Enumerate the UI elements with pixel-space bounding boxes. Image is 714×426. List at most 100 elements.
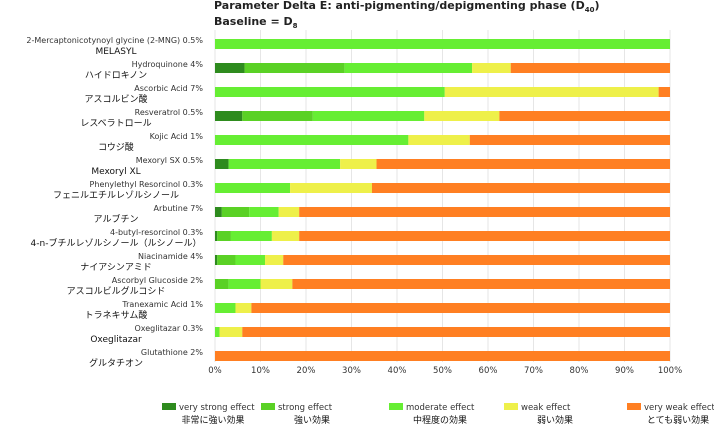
category-label-jp: Mexoryl XL <box>91 167 140 177</box>
bar-segment <box>290 183 372 193</box>
category-label-jp: アスコルビン酸 <box>84 94 147 105</box>
category-label-jp: コウジ酸 <box>98 142 134 153</box>
x-tick-label: 40% <box>388 366 407 376</box>
legend-label-en: weak effect <box>521 403 571 413</box>
category-label-en: Ascorbyl Glucoside 2% <box>112 276 204 285</box>
bar-segment <box>221 207 250 217</box>
legend-swatch <box>261 403 275 410</box>
category-label-jp: アルブチン <box>94 213 139 225</box>
bar-segment <box>215 207 222 217</box>
bar-segment <box>228 159 341 169</box>
bar-segment <box>376 159 670 169</box>
bar-segment <box>469 135 670 145</box>
x-tick-label: 0% <box>208 366 222 376</box>
bar-segment <box>230 231 272 241</box>
category-label-en: Niacinamide 4% <box>138 252 203 261</box>
category-label-jp: Oxeglitazar <box>90 335 142 345</box>
bar-segment <box>215 255 218 265</box>
x-tick-label: 10% <box>251 366 270 376</box>
chart-title-main: Parameter Delta E: anti-pigmenting/depig… <box>214 0 600 15</box>
bar-segment <box>499 111 670 121</box>
bar-segment <box>215 183 291 193</box>
bar-segment <box>215 159 229 169</box>
bar-segment <box>215 279 229 289</box>
bar-segment <box>444 87 659 97</box>
bar-segment <box>215 39 670 49</box>
x-tick-label: 50% <box>433 366 452 376</box>
legend-label-en: very strong effect <box>179 403 255 413</box>
bar-segment <box>299 231 670 241</box>
bar-segment <box>312 111 425 121</box>
category-label-jp: ハイドロキノン <box>85 71 147 81</box>
bar-segment <box>215 327 220 337</box>
x-tick-label: 90% <box>615 366 634 376</box>
bar-segment <box>292 279 670 289</box>
bar-segment <box>260 279 293 289</box>
bar-segment <box>215 351 670 361</box>
category-label-jp: トラネキサム酸 <box>85 310 148 321</box>
bar-segment <box>242 111 313 121</box>
category-label-en: Glutathione 2% <box>141 348 203 357</box>
category-label-en: Phenylethyl Resorcinol 0.3% <box>90 180 204 189</box>
chart-title-baseline: Baseline = D8 <box>214 15 298 31</box>
bar-segment <box>340 159 377 169</box>
legend-swatch <box>389 403 403 410</box>
bar-segment <box>278 207 300 217</box>
category-label-en: 4-butyl-resorcinol 0.3% <box>110 228 203 237</box>
category-label-jp: MELASYL <box>95 47 136 57</box>
bar-segment <box>299 207 670 217</box>
category-label-en: Ascorbic Acid 7% <box>134 84 203 93</box>
category-label-en: Oxeglitazar 0.3% <box>134 324 203 333</box>
bar-segment <box>215 303 236 313</box>
bar-segment <box>215 63 245 73</box>
legend-swatch <box>162 403 176 410</box>
chart-title: Parameter Delta E: anti-pigmenting/depig… <box>214 0 600 32</box>
bar-segment <box>219 327 243 337</box>
bar-segment <box>215 231 218 241</box>
x-tick-label: 60% <box>479 366 498 376</box>
bar-segment <box>244 63 345 73</box>
bar-segment <box>235 303 252 313</box>
category-label-jp: フェニルエチルレゾルシノール <box>53 190 179 201</box>
bar-segment <box>408 135 470 145</box>
category-label-en: Resveratrol 0.5% <box>135 108 204 117</box>
category-label-jp: ナイアシンアミド <box>80 262 151 273</box>
legend-label-jp: 強い効果 <box>294 414 330 426</box>
bar-segment <box>271 231 300 241</box>
category-label-jp: アスコルビルグルコシド <box>67 285 166 297</box>
legend-label-jp: とても弱い効果 <box>647 414 709 426</box>
category-label-jp: レスベラトロール <box>80 118 151 129</box>
legend-label-en: strong effect <box>278 403 333 413</box>
category-label-jp: 4-n-ブチルレゾルシノール（ルシノール） <box>31 237 202 249</box>
bar-segment <box>215 87 445 97</box>
bar-segment <box>215 135 409 145</box>
x-tick-label: 80% <box>570 366 589 376</box>
bar-segment <box>344 63 473 73</box>
legend-swatch <box>504 403 518 410</box>
x-tick-label: 70% <box>524 366 543 376</box>
category-label-en: 2-Mercaptonicotynoyl glycine (2-MNG) 0.5… <box>26 36 203 45</box>
bar-segment <box>215 111 243 121</box>
category-label-en: Hydroquinone 4% <box>132 60 204 69</box>
bar-segment <box>658 87 670 97</box>
bar-segment <box>510 63 670 73</box>
bar-segment <box>251 303 670 313</box>
category-label-en: Kojic Acid 1% <box>150 132 204 141</box>
category-label-en: Mexoryl SX 0.5% <box>136 156 204 165</box>
legend-label-en: very weak effect <box>644 403 714 413</box>
bar-segment <box>217 231 231 241</box>
bar-segment <box>228 279 261 289</box>
bar-segment <box>265 255 284 265</box>
x-tick-label: 20% <box>297 366 316 376</box>
x-tick-label: 30% <box>342 366 361 376</box>
legend-label-en: moderate effect <box>406 403 475 413</box>
bar-segment <box>424 111 500 121</box>
x-tick-label: 100% <box>658 366 682 376</box>
category-label-en: Arbutine 7% <box>154 204 204 213</box>
bar-segment <box>249 207 279 217</box>
bar-segment <box>217 255 236 265</box>
legend-swatch <box>627 403 641 410</box>
category-label-jp: グルタチオン <box>89 357 143 369</box>
